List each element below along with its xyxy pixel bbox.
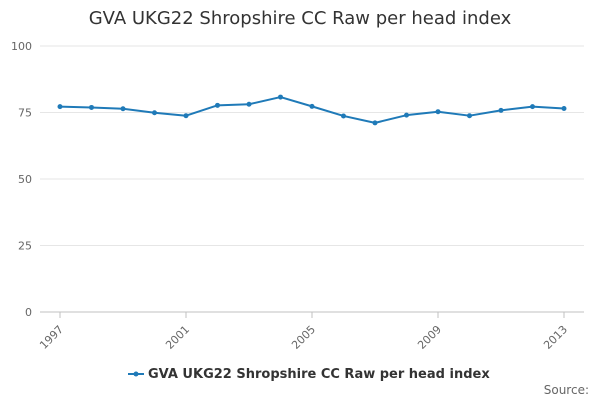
x-tick-label: 2005 [289, 323, 318, 352]
grid [40, 45, 584, 313]
y-tick-label: 75 [18, 107, 32, 120]
data-point[interactable] [246, 101, 252, 107]
data-point[interactable] [215, 102, 220, 108]
data-point[interactable] [152, 110, 157, 116]
y-tick-label: 100 [11, 40, 32, 53]
legend-marker [133, 371, 139, 377]
data-point[interactable] [309, 103, 315, 109]
y-tick-label: 25 [18, 240, 32, 253]
series-line[interactable] [59, 96, 565, 124]
x-tick-label: 2013 [541, 323, 570, 352]
chart-title: GVA UKG22 Shropshire CC Raw per head ind… [89, 8, 512, 29]
x-tick-label: 2001 [163, 323, 192, 352]
data-point[interactable] [120, 106, 126, 112]
data-point[interactable] [530, 104, 535, 110]
legend[interactable]: GVA UKG22 Shropshire CC Raw per head ind… [128, 367, 490, 382]
data-point[interactable] [435, 109, 441, 115]
legend-label: GVA UKG22 Shropshire CC Raw per head ind… [148, 367, 490, 382]
data-point[interactable] [183, 113, 189, 119]
x-tick-label: 2009 [415, 323, 444, 352]
data-point[interactable] [498, 107, 504, 113]
data-point[interactable] [467, 113, 472, 119]
x-tick-label: 1997 [37, 323, 66, 352]
data-point[interactable] [278, 94, 283, 100]
data-point[interactable] [57, 104, 63, 110]
series-layer [57, 94, 567, 126]
data-point[interactable] [89, 104, 94, 110]
data-point[interactable] [341, 113, 346, 119]
data-point[interactable] [372, 120, 378, 126]
axes: 0 25 50 75 100 1997 2001 2005 2009 2013 [11, 40, 570, 352]
y-tick-label: 50 [18, 173, 32, 186]
data-point[interactable] [404, 112, 409, 118]
data-point[interactable] [561, 106, 567, 112]
source-credit[interactable]: Source: [544, 383, 589, 397]
y-tick-label: 0 [25, 306, 32, 319]
